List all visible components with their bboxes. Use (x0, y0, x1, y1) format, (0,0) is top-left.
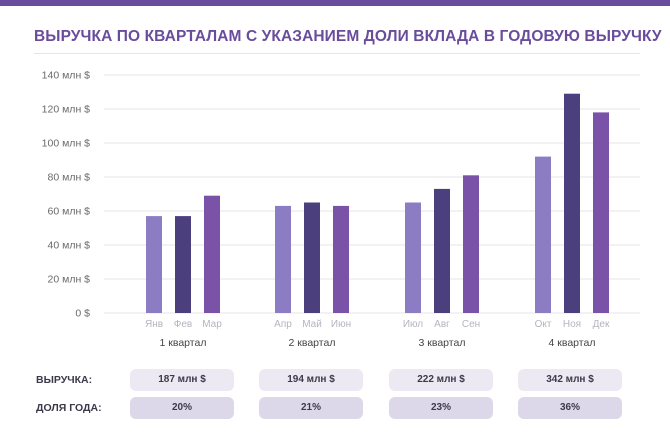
bar-фев (175, 216, 191, 313)
month-label: Июн (331, 319, 351, 330)
q4-revenue-pill: 342 млн $ (518, 369, 622, 391)
y-tick-label: 40 млн $ (48, 240, 91, 252)
revenue-bar-chart: 0 $ 20 млн $ 40 млн $ 60 млн $ 80 млн $ 100 м… (42, 70, 640, 349)
bar-июл (405, 202, 421, 313)
month-label: Июл (403, 319, 423, 330)
quarter-label: 1 квартал (160, 337, 207, 349)
q3-share-pill: 23% (389, 397, 493, 419)
month-label: Апр (274, 319, 292, 330)
month-label: Сен (462, 319, 480, 330)
q2-revenue-pill: 194 млн $ (259, 369, 363, 391)
month-label: Мар (202, 319, 222, 330)
y-tick-label: 20 млн $ (48, 274, 91, 286)
share-row-label: ДОЛЯ ГОДА: (36, 402, 102, 414)
y-tick-label: 60 млн $ (48, 206, 91, 218)
bar-окт (535, 156, 551, 313)
bar-ноя (564, 93, 580, 313)
y-tick-label: 140 млн $ (42, 70, 90, 82)
title-divider (34, 53, 640, 54)
revenue-row-label: ВЫРУЧКА: (36, 374, 93, 386)
chart-title: ВЫРУЧКА ПО КВАРТАЛАМ С УКАЗАНИЕМ ДОЛИ ВК… (34, 28, 662, 45)
q1-share-pill: 20% (130, 397, 234, 419)
month-label: Май (302, 319, 322, 330)
bar-янв (146, 216, 162, 313)
y-tick-label: 0 $ (75, 308, 90, 320)
month-label: Дек (593, 319, 610, 330)
quarter-label: 4 квартал (549, 337, 596, 349)
bar-июн (333, 205, 349, 313)
y-tick-label: 80 млн $ (48, 172, 91, 184)
q3-revenue-pill: 222 млн $ (389, 369, 493, 391)
month-label: Ноя (563, 319, 581, 330)
month-label: Янв (145, 319, 163, 330)
bar-апр (275, 205, 291, 313)
y-tick-label: 120 млн $ (42, 104, 90, 116)
quarter-label: 2 квартал (289, 337, 336, 349)
bar-сен (463, 175, 479, 313)
quarter-label: 3 квартал (419, 337, 466, 349)
top-accent-bar (0, 0, 670, 6)
bar-май (304, 202, 320, 313)
bar-дек (593, 112, 609, 314)
bar-мар (204, 195, 220, 313)
q4-share-pill: 36% (518, 397, 622, 419)
y-tick-label: 100 млн $ (42, 138, 90, 150)
month-label: Окт (535, 319, 552, 330)
month-label: Фев (174, 319, 192, 330)
bar-авг (434, 188, 450, 313)
q1-revenue-pill: 187 млн $ (130, 369, 234, 391)
month-label: Авг (434, 319, 450, 330)
q2-share-pill: 21% (259, 397, 363, 419)
